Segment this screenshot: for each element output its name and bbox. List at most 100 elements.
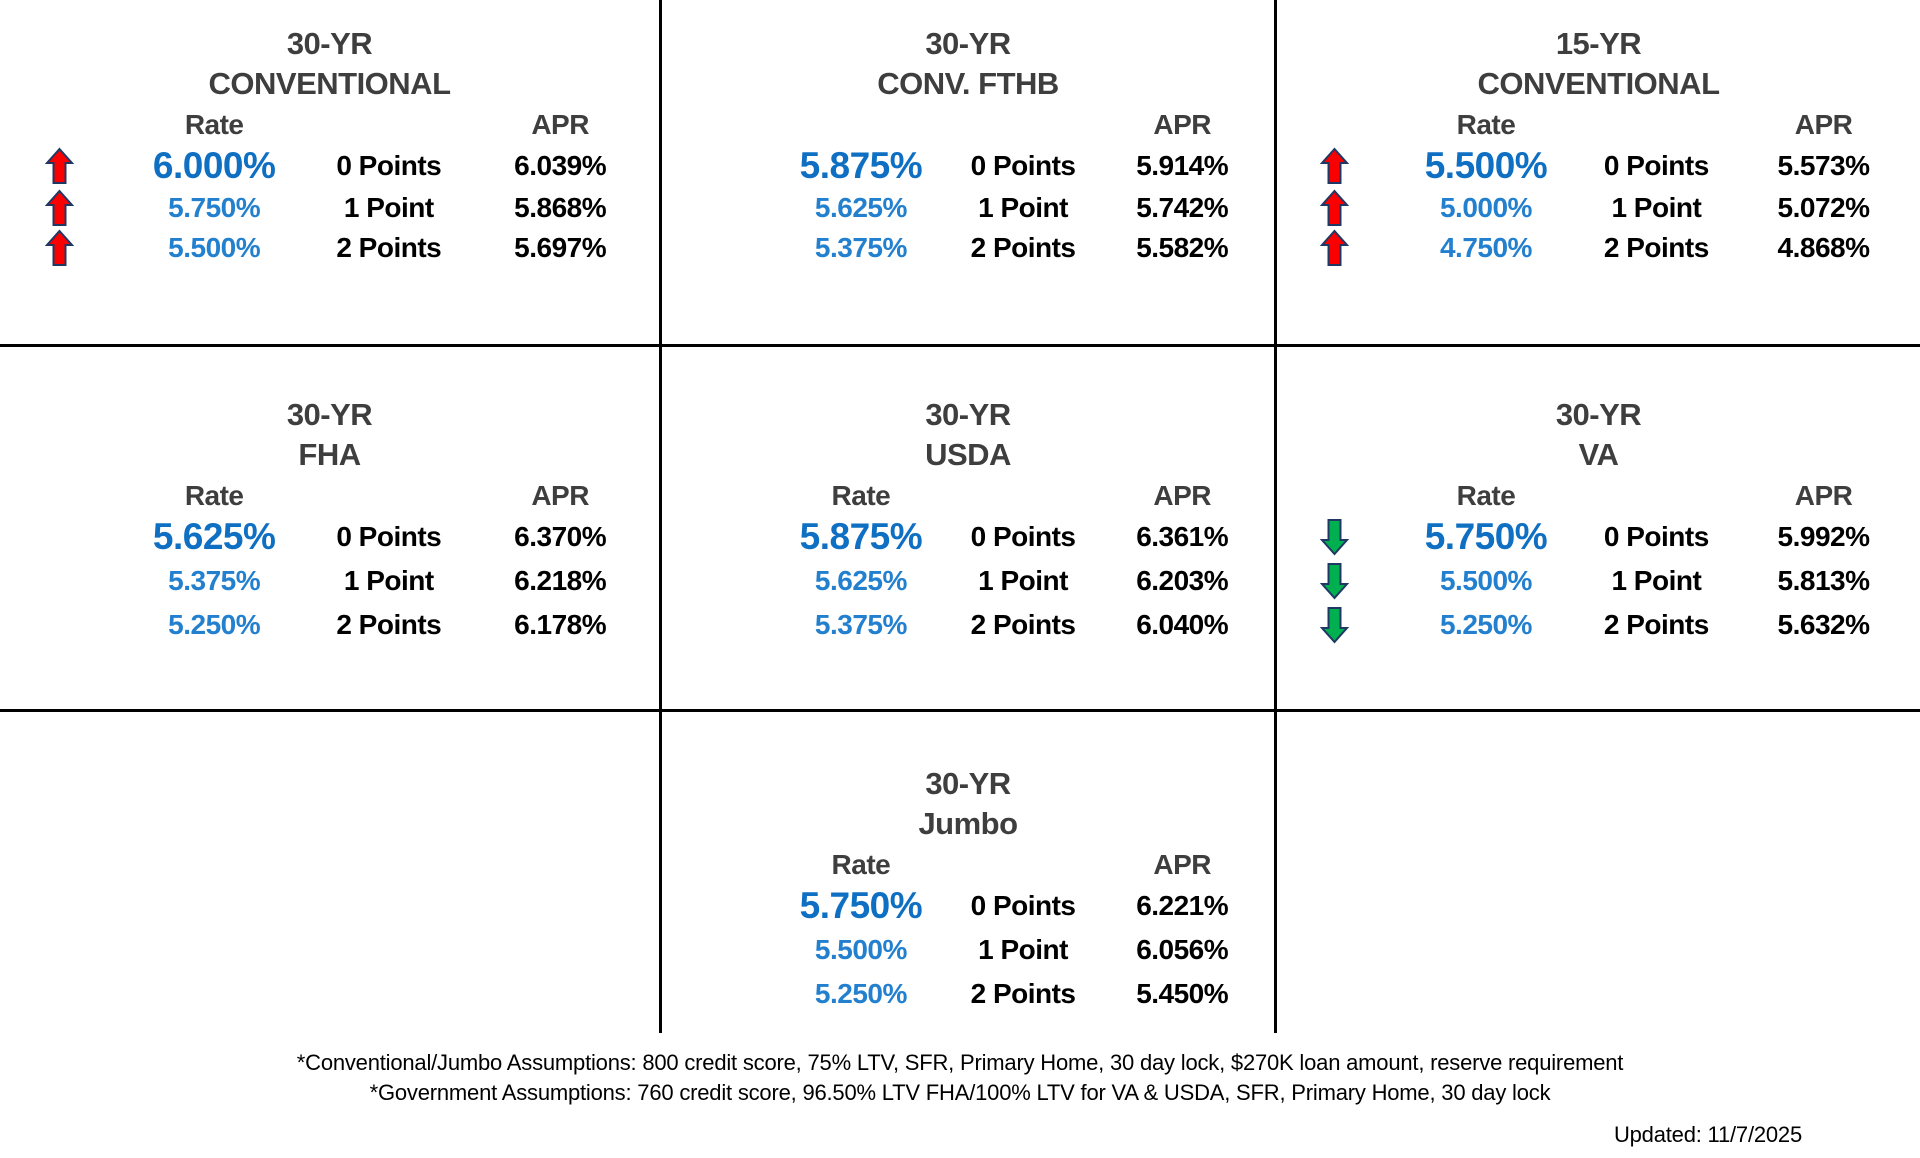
panel-rows: 5.500% 0 Points 5.573% 5.000% 1 Point 5.072% 4… [1277,144,1920,268]
panel-term: 15-YR [1555,26,1642,61]
rate-row: 5.375% 1 Point 6.218% [0,559,659,603]
rate-column-header: Rate [1456,109,1516,140]
rate-panel: 30-YR Jumbo Rate APR 5.750% 0 Points 6.221… [662,712,1274,1033]
points-label: 0 Points [336,521,442,552]
panel-term: 30-YR [286,397,373,432]
rate-value: 5.250% [168,609,261,640]
points-label: 0 Points [1603,150,1709,181]
points-label: 1 Point [343,565,434,596]
points-label: 1 Point [978,192,1068,223]
apr-value: 6.221% [1136,890,1229,921]
rate-value: 5.750% [168,192,261,223]
panel-program: VA [1578,437,1619,472]
rate-panel: 15-YR CONVENTIONAL Rate APR 5.500% 0 Poin… [1277,0,1920,344]
apr-value: 5.697% [514,232,607,263]
rate-row: 5.500% 0 Points 5.573% [1277,144,1920,188]
apr-column-header: APR [1153,109,1211,140]
rate-down-arrow-icon [1320,607,1350,644]
panel-column-headers: Rate APR [662,846,1274,884]
empty-cell [1277,712,1920,1033]
rate-value: 5.250% [814,978,907,1009]
rate-panel-cell: 30-YR FHA Rate APR 5.625% 0 Points 6.370% 5… [0,347,662,712]
rate-value: 5.750% [799,885,923,926]
apr-column-header: APR [1794,480,1853,511]
rate-row: 5.500% 2 Points 5.697% [0,228,659,268]
updated-date: Updated: 11/7/2025 [1613,1122,1802,1147]
rate-value: 5.875% [799,516,923,557]
rate-column-header: Rate [831,480,891,511]
apr-value: 6.203% [1136,565,1229,596]
apr-value: 5.914% [1136,150,1229,181]
panel-program: FHA [298,437,361,472]
rate-value: 5.000% [1439,192,1532,223]
rate-grid: 30-YR CONVENTIONAL Rate APR 6.000% 0 Poin… [0,0,1920,1033]
panel-column-headers: Rate APR [0,106,659,144]
points-label: 2 Points [970,232,1076,263]
rate-panel-cell: 30-YR USDA Rate APR 5.875% 0 Points 6.361%… [662,347,1277,712]
points-label: 2 Points [336,232,442,263]
rate-up-arrow-icon [44,189,74,226]
panel-rows: 5.750% 0 Points 6.221% 5.500% 1 Point 6.056% 5… [662,884,1274,1016]
points-label: 0 Points [970,150,1076,181]
rate-row: 5.750% 1 Point 5.868% [0,188,659,228]
panel-term: 30-YR [925,766,1011,801]
trend-arrow-cell [1277,518,1393,556]
trend-arrow-cell [0,189,119,227]
rate-value: 5.500% [1439,565,1532,596]
apr-value: 6.370% [514,521,607,552]
rate-panel: 30-YR VA Rate APR 5.750% 0 Points 5.992% 5.… [1277,347,1920,709]
panel-term: 30-YR [1555,397,1642,432]
rate-column-header: Rate [184,480,244,511]
rate-value: 4.750% [1439,232,1532,263]
points-label: 0 Points [970,890,1076,921]
rate-value: 5.625% [814,192,907,223]
apr-column-header: APR [531,109,589,140]
points-label: 1 Point [978,934,1068,965]
rate-column-header: Rate [831,849,891,880]
rate-value: 5.625% [152,516,276,557]
points-label: 1 Point [1611,192,1702,223]
apr-column-header: APR [1153,849,1211,880]
apr-value: 6.218% [514,565,607,596]
panel-program: CONV. FTHB [877,66,1059,101]
rate-row: 5.500% 1 Point 5.813% [1277,559,1920,603]
panel-column-headers: Rate APR [1277,106,1920,144]
rate-panel-cell: 30-YR Jumbo Rate APR 5.750% 0 Points 6.221… [662,712,1277,1033]
panel-column-headers: Rate APR [662,477,1274,515]
apr-value: 5.582% [1136,232,1229,263]
rate-up-arrow-icon [1320,189,1350,226]
apr-value: 5.868% [514,192,607,223]
panel-program: CONVENTIONAL [1477,66,1721,101]
apr-value: 6.178% [514,609,607,640]
points-label: 1 Point [1611,565,1702,596]
panel-column-headers: Rate APR [1277,477,1920,515]
trend-arrow-cell [1277,147,1393,185]
apr-value: 6.361% [1136,521,1229,552]
conventional-jumbo-assumptions: *Conventional/Jumbo Assumptions: 800 cre… [296,1050,1624,1075]
rate-row: 5.875% 0 Points 5.914% [662,144,1274,188]
rate-row: 5.375% 2 Points 5.582% [662,228,1274,268]
panel-column-headers: Rate APR [0,477,659,515]
panel-term: 30-YR [925,26,1011,61]
apr-value: 4.868% [1777,232,1870,263]
points-label: 1 Point [343,192,434,223]
rate-value: 5.250% [1439,609,1532,640]
rate-row: 4.750% 2 Points 4.868% [1277,228,1920,268]
rate-panel: 30-YR FHA Rate APR 5.625% 0 Points 6.370% 5… [0,347,659,709]
rate-value: 5.500% [168,232,261,263]
apr-value: 5.813% [1777,565,1870,596]
panel-title: 30-YR Jumbo [662,764,1274,844]
points-label: 2 Points [1603,232,1709,263]
trend-arrow-cell [1277,606,1393,644]
rate-value: 5.500% [1424,145,1548,186]
rate-row: 5.875% 0 Points 6.361% [662,515,1274,559]
trend-arrow-cell [1277,229,1393,267]
panel-title: 30-YR USDA [662,395,1274,475]
apr-value: 6.056% [1136,934,1229,965]
assumptions-footer: *Conventional/Jumbo Assumptions: 800 cre… [0,1048,1920,1108]
panel-rows: 5.625% 0 Points 6.370% 5.375% 1 Point 6.218% 5… [0,515,659,647]
points-label: 2 Points [336,609,442,640]
apr-value: 5.573% [1777,150,1870,181]
rate-value: 5.375% [814,232,907,263]
apr-column-header: APR [1794,109,1853,140]
